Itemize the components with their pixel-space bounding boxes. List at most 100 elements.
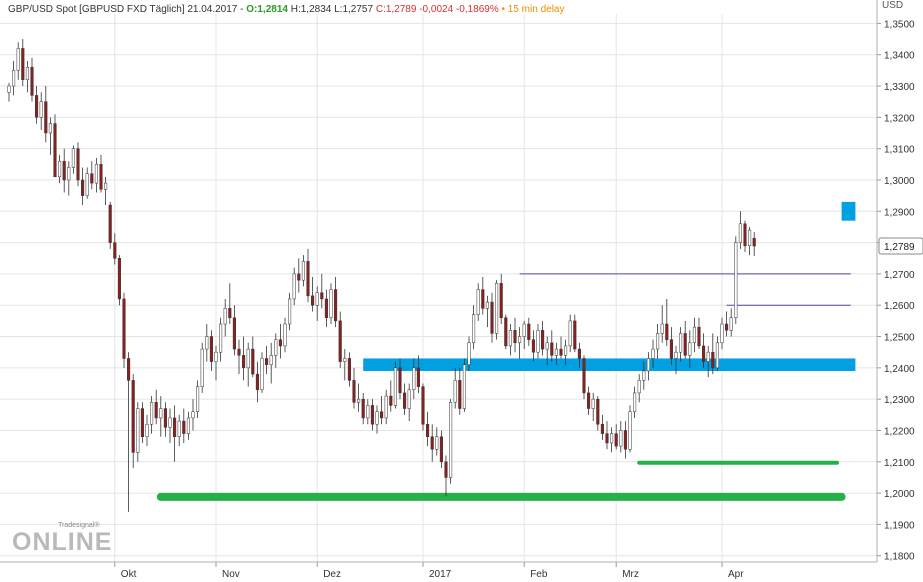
candle-body: [748, 229, 752, 246]
candle-body: [439, 436, 443, 463]
candle-body: [21, 48, 25, 81]
candle-body: [347, 358, 351, 381]
y-tick-label: 1,3300: [884, 82, 915, 93]
candle-body: [150, 402, 154, 425]
x-tick-label: Nov: [222, 569, 240, 580]
candle-body: [255, 373, 259, 391]
candle-body: [646, 358, 650, 372]
candle-body: [53, 123, 57, 178]
candle-body: [449, 402, 453, 478]
candle-body: [623, 430, 627, 450]
candle-body: [237, 348, 241, 356]
candle-body: [122, 298, 126, 359]
candle-body: [752, 237, 756, 247]
candle-body: [324, 298, 328, 318]
candle-body: [554, 348, 558, 356]
candle-body: [679, 333, 683, 353]
candle-body: [692, 326, 696, 344]
candle-body: [81, 179, 85, 196]
candle-body: [499, 283, 503, 318]
candle-body: [30, 66, 34, 96]
candle-body: [67, 167, 71, 181]
candle-body: [209, 336, 213, 362]
candle-body: [260, 358, 264, 391]
candle-body: [265, 358, 269, 365]
candle-body: [315, 292, 319, 306]
candle-body: [633, 392, 637, 412]
candle-body: [159, 408, 163, 419]
candle-body: [136, 408, 140, 453]
candle-body: [600, 423, 604, 434]
candle-body: [587, 392, 591, 409]
y-tick-label: 1,2100: [884, 458, 915, 469]
candle-body: [12, 70, 16, 87]
candle-body: [711, 351, 715, 369]
candle-body: [403, 392, 407, 409]
candle-body: [370, 405, 374, 425]
candle-body: [407, 389, 411, 409]
candle-body: [288, 298, 292, 325]
candle-body: [610, 433, 614, 444]
candle-body: [430, 436, 434, 450]
candle-body: [94, 164, 98, 184]
candle-body: [577, 348, 581, 359]
header-delay: 15 min delay: [507, 4, 565, 15]
candle-body: [550, 342, 554, 356]
candle-body: [389, 395, 393, 406]
candle-body: [522, 323, 526, 337]
candle-body: [99, 164, 103, 190]
candle-body: [173, 417, 177, 437]
y-tick-label: 1,3000: [884, 176, 915, 187]
candle-body: [16, 48, 20, 71]
candle-body: [154, 402, 158, 419]
header-close: C:1,2789 -0,0024 -0,1869%: [375, 4, 499, 15]
candle-body: [108, 204, 112, 243]
candle-body: [398, 367, 402, 394]
candle-body: [48, 123, 52, 134]
candle-body: [58, 160, 62, 178]
candle-body: [508, 330, 512, 347]
candle-body: [127, 358, 131, 381]
last-value-box: [878, 237, 923, 255]
y-tick-label: 1,2000: [884, 489, 915, 500]
candle-body: [596, 398, 600, 425]
delay-dot-icon: •: [501, 4, 508, 15]
candle-body: [375, 411, 379, 425]
y-tick-label: 1,2900: [884, 207, 915, 218]
candle-body: [738, 223, 742, 243]
candle-body: [725, 323, 729, 331]
candle-body: [637, 380, 641, 394]
candle-body: [62, 160, 66, 181]
candle-body: [416, 367, 420, 387]
x-tick-label: Apr: [728, 569, 744, 580]
candle-body: [334, 289, 338, 322]
candle-body: [85, 173, 89, 196]
candle-body: [246, 348, 250, 369]
candle-body: [104, 182, 108, 190]
candle-body: [545, 342, 549, 350]
x-tick-label: Dez: [323, 569, 341, 580]
candle-body: [242, 355, 246, 369]
candle-body: [458, 380, 462, 409]
y-tick-label: 1,2300: [884, 395, 915, 406]
candle-body: [467, 342, 471, 365]
candle-body: [145, 423, 149, 437]
candle-body: [472, 314, 476, 344]
candle-body: [269, 355, 273, 365]
candle-body: [669, 339, 673, 359]
candle-body: [131, 380, 135, 453]
candle-body: [352, 380, 356, 403]
candle-body: [186, 417, 190, 434]
candle-body: [513, 330, 517, 344]
candle-body: [113, 242, 117, 259]
candle-body: [715, 342, 719, 369]
chart-header: GBP/USD Spot [GBPUSD FXD Täglich] 21.04.…: [8, 4, 564, 15]
header-sep-1: -: [240, 4, 247, 15]
candle-body: [306, 261, 310, 297]
candle-body: [591, 398, 595, 409]
candle-body: [453, 380, 457, 403]
candle-body: [301, 261, 305, 281]
candle-body: [214, 351, 218, 362]
candle-body: [729, 317, 733, 331]
